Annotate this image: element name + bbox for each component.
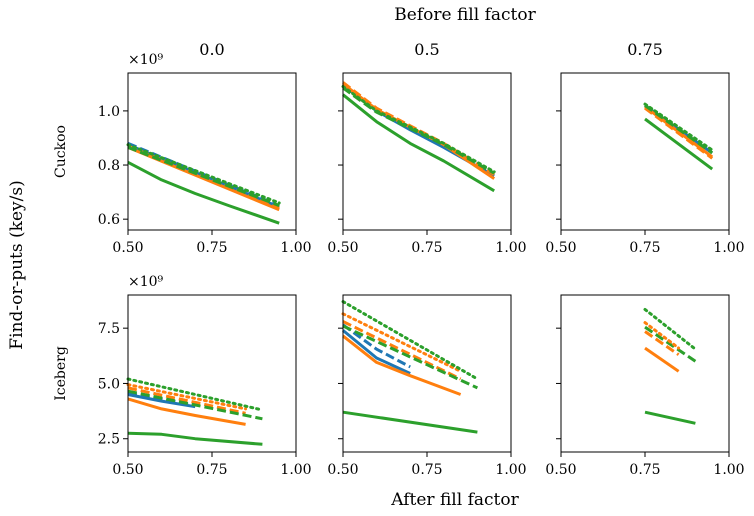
x-tick-label: 0.50 [327, 240, 358, 256]
series-line-iceberg-00-2 [127, 431, 263, 446]
series-line-cuckoo-075-5 [643, 102, 714, 152]
x-tick-label: 1.00 [495, 462, 526, 478]
axes-frame-iceberg-05 [342, 294, 512, 453]
series-line-iceberg-00-7 [126, 377, 264, 412]
panel-cuckoo-00: 0.50 0.75 1.00 0.6 0.8 1.0 0.0 Cuckoo ×10⁹ [53, 40, 312, 256]
x-tick-label: 0.50 [112, 462, 143, 478]
x-tick-label: 0.50 [112, 240, 143, 256]
series-line-iceberg-075-1 [644, 410, 696, 425]
series-line-cuckoo-05-2 [342, 93, 495, 193]
y-tick-label: 0.8 [98, 158, 120, 174]
y-tick-label: 5.0 [98, 376, 120, 392]
x-tick-label: 0.75 [411, 462, 442, 478]
column-title-cuckoo-00: 0.0 [199, 40, 224, 59]
x-tick-label: 0.50 [327, 462, 358, 478]
axes-frame-iceberg-075 [560, 294, 730, 453]
y-tick-label: 1.0 [98, 104, 120, 120]
series-line-iceberg-00-6 [126, 383, 248, 411]
x-tick-label: 1.00 [713, 240, 744, 256]
series-line-iceberg-05-5 [342, 324, 479, 390]
series-line-iceberg-00-1 [127, 397, 246, 426]
series-line-iceberg-05-2 [342, 410, 478, 434]
panel-iceberg-05: 0.50 0.75 1.00 [327, 294, 527, 478]
x-tick-label: 0.75 [629, 240, 660, 256]
series-line-cuckoo-00-5 [127, 146, 280, 207]
x-tick-label: 1.00 [495, 240, 526, 256]
panel-cuckoo-075: 0.50 0.75 1.00 0.75 [545, 40, 744, 256]
row-label-iceberg-00: Iceberg [53, 346, 69, 401]
x-tick-label: 0.75 [196, 240, 227, 256]
panel-cuckoo-05: 0.50 0.75 1.00 0.5 [327, 40, 526, 256]
series-line-cuckoo-00-2 [127, 160, 280, 225]
x-tick-label: 1.00 [713, 462, 744, 478]
series-line-cuckoo-00-6 [126, 143, 281, 205]
series-line-iceberg-075-4 [643, 321, 681, 350]
panel-iceberg-075: 0.50 0.75 1.00 [545, 294, 745, 478]
figure-ylabel: Find-or-puts (key/s) [7, 180, 27, 349]
series-line-iceberg-05-6 [341, 312, 463, 373]
row-label-cuckoo-00: Cuckoo [53, 125, 69, 178]
figure-title: Before fill factor [394, 5, 536, 25]
x-tick-label: 0.75 [629, 462, 660, 478]
series-line-cuckoo-05-5 [341, 85, 496, 174]
axes-frame-iceberg-00 [127, 294, 297, 453]
series-line-iceberg-00-4 [127, 386, 246, 415]
series-line-iceberg-05-1 [342, 334, 462, 396]
series-line-iceberg-00-5 [127, 389, 263, 421]
series-line-cuckoo-075-3 [644, 106, 714, 160]
x-tick-label: 1.00 [280, 462, 311, 478]
series-line-iceberg-05-3 [342, 323, 411, 369]
series-line-iceberg-075-2 [644, 330, 680, 356]
figure-xlabel: After fill factor [390, 490, 519, 510]
series-line-iceberg-05-4 [342, 320, 462, 381]
x-tick-label: 0.75 [196, 462, 227, 478]
series-line-iceberg-05-7 [341, 300, 479, 381]
y-tick-label: 2.5 [98, 432, 120, 448]
series-line-iceberg-05-0 [342, 329, 411, 375]
y-tick-label: 0.6 [98, 212, 120, 228]
x-tick-label: 0.75 [411, 240, 442, 256]
panel-iceberg-00: 0.50 0.75 1.00 2.5 5.0 7.5 Iceberg ×10⁹ [53, 274, 312, 478]
column-title-cuckoo-05: 0.5 [414, 40, 439, 59]
series-line-iceberg-075-5 [643, 307, 697, 351]
series-line-iceberg-075-3 [644, 325, 697, 363]
x-tick-label: 0.50 [545, 240, 576, 256]
y-tick-label: 7.5 [98, 321, 120, 337]
series-line-cuckoo-075-2 [644, 117, 714, 171]
exponent-label: ×10⁹ [128, 52, 164, 68]
column-title-cuckoo-075: 0.75 [627, 40, 663, 59]
x-tick-label: 1.00 [280, 240, 311, 256]
series-line-iceberg-075-0 [644, 346, 680, 373]
exponent-label: ×10⁹ [128, 274, 164, 290]
x-tick-label: 0.50 [545, 462, 576, 478]
